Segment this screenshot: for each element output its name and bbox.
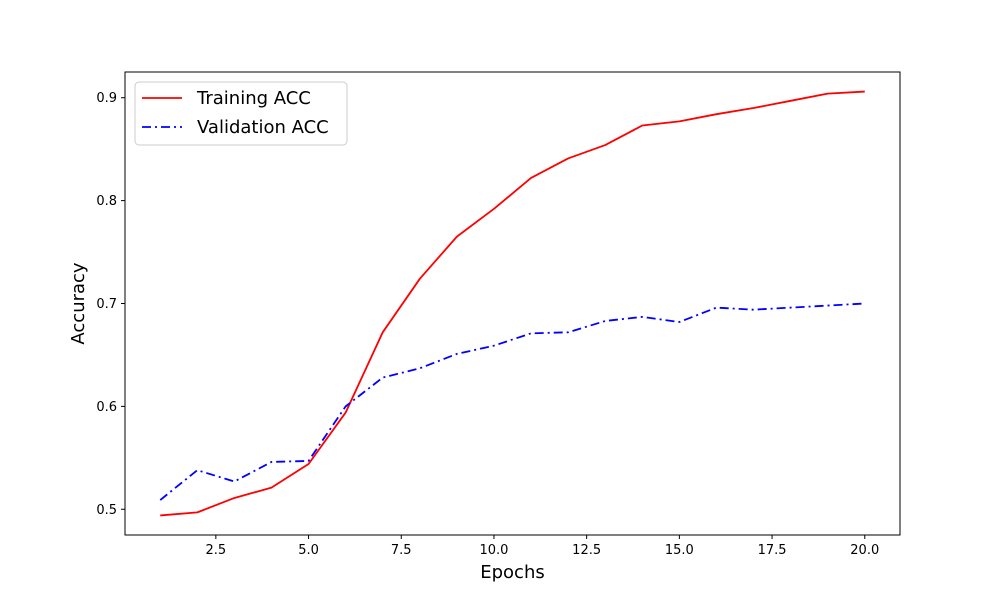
x-tick-label: 17.5 [758,543,787,558]
y-tick-label: 0.8 [96,194,117,209]
x-axis-label: Epochs [480,562,545,583]
y-axis-ticks: 0.5 0.6 0.7 0.8 0.9 [96,91,125,518]
y-tick-label: 0.6 [96,400,117,415]
x-tick-label: 20.0 [850,543,879,558]
series-layer [159,90,865,517]
series-line-validation [159,302,865,501]
x-tick-label: 5.0 [298,543,319,558]
x-axis-ticks: 2.5 5.0 7.5 10.0 12.5 15.0 17.5 20.0 [206,535,879,558]
x-tick-label: 10.0 [479,543,508,558]
series-line-training [160,90,865,517]
y-tick-label: 0.7 [96,297,117,312]
y-tick-label: 0.9 [96,91,117,106]
x-tick-label: 12.5 [572,543,601,558]
x-tick-label: 7.5 [391,543,412,558]
y-axis-label: Accuracy [68,262,89,345]
x-tick-label: 2.5 [206,543,227,558]
y-tick-label: 0.5 [96,503,117,518]
legend-label-validation: Validation ACC [197,117,329,138]
legend-label-training: Training ACC [196,88,311,109]
plot-background [125,72,900,535]
legend: Training ACC Validation ACC [134,81,348,146]
legend-box [134,81,348,146]
x-tick-label: 15.0 [665,543,694,558]
